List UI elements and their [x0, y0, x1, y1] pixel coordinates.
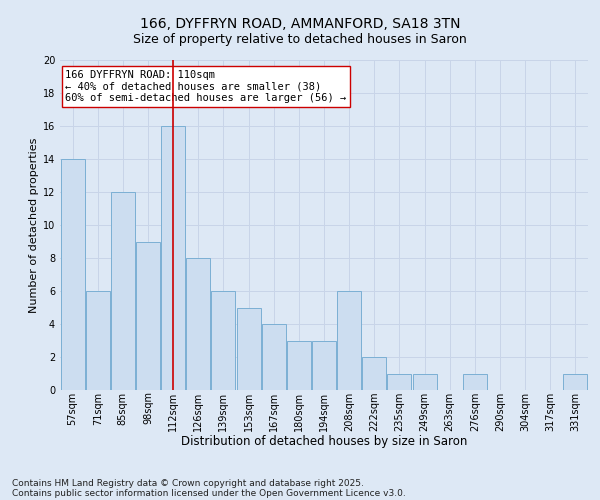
Bar	[337, 291, 361, 390]
Bar	[563, 374, 587, 390]
Text: Contains public sector information licensed under the Open Government Licence v3: Contains public sector information licen…	[12, 488, 406, 498]
Bar	[312, 340, 336, 390]
Bar	[187, 258, 210, 390]
Bar	[463, 374, 487, 390]
Bar	[362, 357, 386, 390]
Bar	[262, 324, 286, 390]
Bar	[61, 159, 85, 390]
Bar	[211, 291, 235, 390]
Text: 166 DYFFRYN ROAD: 110sqm
← 40% of detached houses are smaller (38)
60% of semi-d: 166 DYFFRYN ROAD: 110sqm ← 40% of detach…	[65, 70, 347, 103]
Text: 166, DYFFRYN ROAD, AMMANFORD, SA18 3TN: 166, DYFFRYN ROAD, AMMANFORD, SA18 3TN	[140, 18, 460, 32]
Bar	[287, 340, 311, 390]
Bar	[413, 374, 437, 390]
Text: Size of property relative to detached houses in Saron: Size of property relative to detached ho…	[133, 32, 467, 46]
Bar	[136, 242, 160, 390]
Y-axis label: Number of detached properties: Number of detached properties	[29, 138, 38, 312]
Bar	[388, 374, 412, 390]
Bar	[161, 126, 185, 390]
Bar	[86, 291, 110, 390]
Bar	[236, 308, 260, 390]
Bar	[111, 192, 135, 390]
X-axis label: Distribution of detached houses by size in Saron: Distribution of detached houses by size …	[181, 435, 467, 448]
Text: Contains HM Land Registry data © Crown copyright and database right 2025.: Contains HM Land Registry data © Crown c…	[12, 478, 364, 488]
